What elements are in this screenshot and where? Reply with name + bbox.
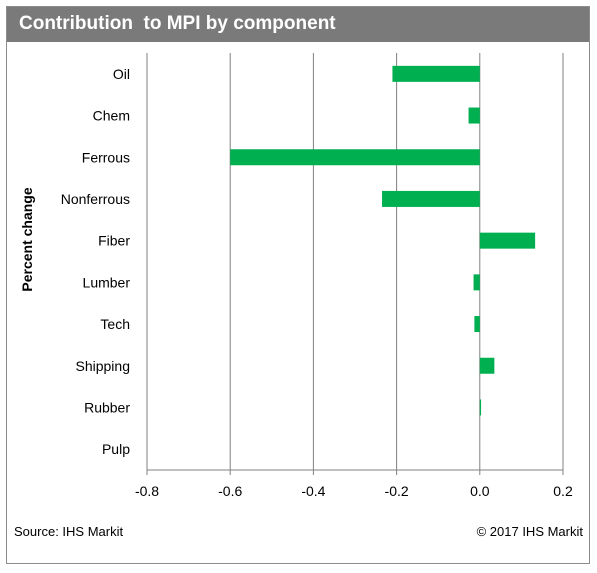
bar-ferrous xyxy=(230,149,480,166)
copyright-note: © 2017 IHS Markit xyxy=(476,524,583,539)
bar-shipping xyxy=(479,357,495,374)
chart-frame: Contribution to MPI by component xyxy=(6,6,590,564)
bar-nonferrous xyxy=(382,190,480,207)
x-tick-label: 0.0 xyxy=(470,483,490,499)
category-label: Oil xyxy=(113,66,130,82)
x-tick-label: -0.6 xyxy=(218,483,242,499)
category-label: Rubber xyxy=(84,399,130,415)
x-tick-label: -0.8 xyxy=(135,483,159,499)
bar-chem xyxy=(468,107,480,124)
category-label: Tech xyxy=(100,316,130,332)
source-note: Source: IHS Markit xyxy=(14,524,124,539)
x-tick-label: -0.4 xyxy=(301,483,325,499)
category-label: Nonferrous xyxy=(61,191,130,207)
x-tick-label: 0.2 xyxy=(553,483,573,499)
category-label: Pulp xyxy=(102,441,130,457)
category-label: Fiber xyxy=(98,233,130,249)
bar-tech xyxy=(474,316,480,333)
chart-title: Contribution to MPI by component xyxy=(19,13,336,34)
x-tick-label: -0.2 xyxy=(385,483,409,499)
bar-fiber xyxy=(479,232,536,249)
bar-rubber xyxy=(479,399,482,416)
title-bar: Contribution to MPI by component xyxy=(7,7,589,42)
category-label: Shipping xyxy=(76,358,131,374)
category-label: Ferrous xyxy=(82,149,130,165)
bar-lumber xyxy=(473,274,480,291)
y-axis-label: Percent change xyxy=(19,187,35,291)
category-label: Lumber xyxy=(83,274,131,290)
bar-oil xyxy=(392,65,480,82)
category-label: Chem xyxy=(93,108,130,124)
